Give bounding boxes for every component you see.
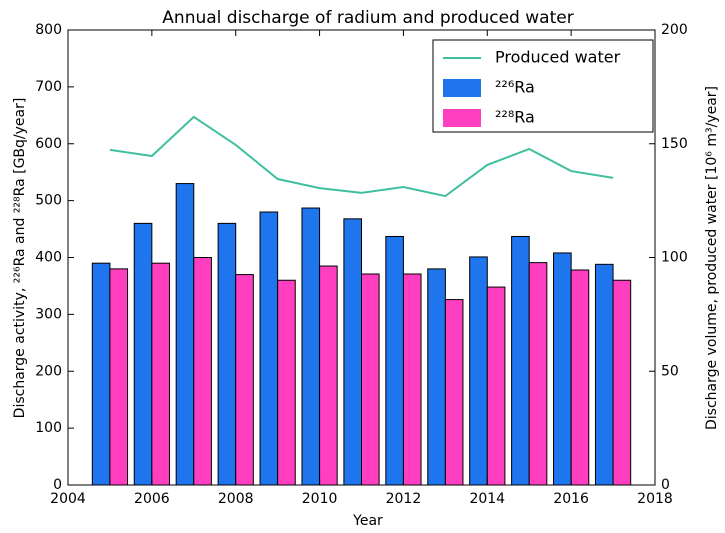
bar bbox=[151, 262, 170, 486]
y-tick-label: 100 bbox=[35, 420, 62, 436]
x-tick-label: 2010 bbox=[302, 491, 338, 507]
y2-tick-label: 200 bbox=[661, 22, 688, 38]
bar bbox=[570, 269, 590, 486]
y-axis-label: Discharge activity, ²²⁶Ra and ²²⁸Ra [GBq… bbox=[12, 98, 28, 419]
bar bbox=[91, 262, 111, 486]
y-tick-label: 200 bbox=[35, 363, 62, 379]
bar bbox=[385, 235, 404, 486]
bar bbox=[259, 211, 279, 486]
bar bbox=[193, 257, 212, 486]
legend-label: Produced water bbox=[495, 48, 621, 67]
chart-title: Annual discharge of radium and produced … bbox=[162, 8, 573, 28]
bar bbox=[594, 263, 614, 486]
legend-swatch bbox=[443, 79, 481, 97]
x-tick-label: 2012 bbox=[386, 491, 422, 507]
bar bbox=[217, 222, 237, 486]
y-tick-label: 700 bbox=[35, 79, 62, 95]
y2-axis-label: Discharge volume, produced water [10⁶ m³… bbox=[704, 86, 720, 430]
legend-swatch bbox=[443, 109, 481, 127]
x-tick-label: 2006 bbox=[134, 491, 170, 507]
x-tick-label: 2016 bbox=[553, 491, 589, 507]
y-tick-label: 0 bbox=[53, 477, 62, 493]
bar bbox=[277, 279, 296, 486]
bar bbox=[133, 222, 153, 486]
x-tick-label: 2008 bbox=[218, 491, 254, 507]
legend-label: ²²⁸Ra bbox=[495, 108, 535, 127]
bar bbox=[486, 286, 506, 486]
bar bbox=[553, 252, 572, 486]
y-tick-label: 300 bbox=[35, 306, 62, 322]
bar bbox=[511, 235, 530, 486]
y-tick-label: 800 bbox=[35, 22, 62, 38]
x-axis-label: Year bbox=[352, 513, 383, 529]
bar bbox=[343, 218, 363, 486]
y2-tick-label: 0 bbox=[661, 477, 670, 493]
bar bbox=[469, 256, 488, 486]
y2-tick-label: 50 bbox=[661, 363, 679, 379]
y-tick-label: 600 bbox=[35, 136, 62, 152]
bar bbox=[444, 299, 464, 486]
bar bbox=[361, 273, 380, 486]
bar bbox=[528, 262, 548, 486]
line bbox=[109, 115, 614, 198]
legend-label: ²²⁶Ra bbox=[495, 78, 535, 97]
x-tick-label: 2018 bbox=[637, 491, 673, 507]
bar bbox=[319, 265, 338, 486]
y-tick-label: 500 bbox=[35, 193, 62, 209]
y2-tick-label: 100 bbox=[661, 250, 688, 266]
y2-tick-label: 150 bbox=[661, 136, 688, 152]
x-tick-label: 2004 bbox=[50, 491, 86, 507]
y-tick-label: 400 bbox=[35, 250, 62, 266]
bar bbox=[301, 207, 321, 486]
bar bbox=[175, 183, 195, 486]
bar bbox=[235, 274, 254, 486]
bar bbox=[612, 279, 632, 486]
bar bbox=[109, 268, 129, 486]
x-tick-label: 2014 bbox=[469, 491, 505, 507]
bar bbox=[402, 273, 422, 486]
bar bbox=[427, 268, 446, 486]
